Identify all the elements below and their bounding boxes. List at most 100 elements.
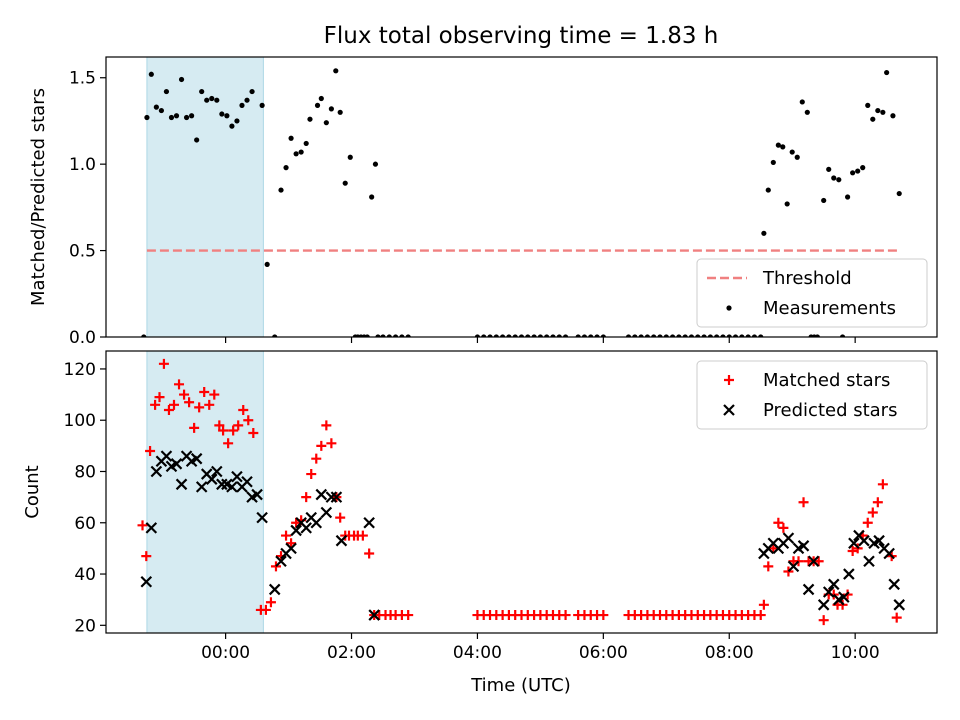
count-panel-ylabel: Count [22, 465, 43, 518]
measurement-point [141, 334, 147, 337]
matched-star-point [321, 420, 332, 431]
count-panel-xtick-label: 08:00 [705, 643, 754, 663]
measurement-point [562, 334, 569, 337]
count-panel-xtick-label: 00:00 [201, 643, 250, 663]
count-panel-xtick-label: 04:00 [453, 643, 502, 663]
matched-star-point [286, 538, 297, 549]
count-panel-ytick-label: 60 [74, 514, 96, 534]
measurement-point [204, 97, 210, 103]
matched-star-point [218, 425, 229, 436]
legend-entry-label: Threshold [762, 268, 852, 289]
measurement-point [651, 334, 657, 337]
count-panel-xtick-label: 06:00 [579, 643, 628, 663]
measurement-point [657, 334, 663, 337]
measurement-point [860, 165, 866, 171]
matched-star-point [768, 543, 779, 554]
measurement-point [784, 201, 790, 207]
predicted-star-point [241, 475, 253, 488]
measurement-point [399, 334, 405, 337]
legend-entry-label: Matched stars [763, 370, 890, 391]
measurement-point [745, 334, 751, 337]
count-panel-ytick-label: 40 [74, 565, 96, 585]
predicted-star-point [268, 583, 281, 596]
measurement-point [318, 95, 324, 102]
measurement-point [512, 334, 518, 337]
measurement-point [298, 149, 304, 155]
measurement-point [347, 154, 353, 160]
measurement-point [272, 334, 278, 337]
x-axis-label: Time (UTC) [470, 675, 571, 696]
measurement-point [575, 334, 581, 337]
predicted-star-point [363, 516, 375, 529]
count-panel-frame [105, 350, 938, 634]
legend-predicted-swatch [723, 404, 735, 416]
predicted-star-point [858, 534, 870, 547]
count-panel-series-1 [140, 450, 906, 621]
measurement-point [765, 187, 771, 193]
matched-star-point [778, 522, 789, 533]
measurement-point [682, 334, 688, 337]
matched-star-point [233, 420, 244, 431]
predicted-star-point [797, 540, 810, 552]
measurement-point [701, 334, 707, 337]
count-panel-xtick-label: 10:00 [831, 643, 880, 663]
predicted-star-point [802, 583, 815, 596]
measurement-point [153, 104, 159, 110]
measurement-point [474, 334, 481, 337]
measurement-point [550, 334, 556, 337]
predicted-star-point [275, 555, 287, 567]
measurement-point [364, 334, 370, 337]
measurement-point [337, 109, 343, 115]
matched-star-point [194, 402, 205, 413]
predicted-star-point [368, 609, 380, 621]
predicted-star-point [315, 488, 328, 501]
measurement-point [676, 334, 682, 337]
measurement-point [875, 107, 881, 114]
matched-star-point [867, 507, 878, 518]
matched-star-point [311, 453, 322, 464]
measurement-point [264, 261, 270, 268]
measurement-point [487, 334, 493, 337]
measurement-point [307, 116, 313, 122]
predicted-star-point [863, 555, 875, 567]
measurement-point [799, 99, 805, 105]
measurement-point [739, 334, 745, 337]
measurement-point [372, 161, 379, 167]
matched-star-point [763, 561, 774, 572]
measurement-point [342, 180, 348, 186]
matched-star-point [228, 425, 239, 436]
measurement-point [209, 95, 215, 102]
predicted-star-point [300, 522, 312, 534]
matched-star-point [403, 610, 414, 621]
matched-star-point [238, 404, 249, 415]
measurement-point [214, 97, 220, 103]
measurement-point [333, 68, 339, 74]
matched-star-point [758, 599, 769, 610]
measurement-point [663, 334, 669, 337]
predicted-star-point [782, 532, 795, 544]
predicted-star-point [290, 524, 302, 537]
matched-star-point [755, 610, 766, 621]
measurement-point [669, 334, 676, 337]
matched-star-point [798, 497, 809, 508]
predicted-star-point [335, 534, 348, 547]
measurement-point [556, 334, 562, 337]
matched-star-point [174, 379, 185, 390]
measurement-point [219, 111, 225, 117]
ratio-panel-legend: Threshold Measurements [696, 258, 928, 328]
measurement-point [632, 334, 638, 337]
count-panel-plot-area [137, 351, 906, 633]
predicted-star-point [226, 481, 238, 493]
legend-matched-swatch [724, 375, 734, 385]
ratio-panel-ytick-label: 1.5 [69, 69, 96, 89]
measurement-point [638, 334, 644, 337]
matched-star-point [199, 387, 210, 398]
predicted-star-point [231, 470, 243, 483]
count-panel: 20 40 60 80 100 120 00:00 02:00 04:00 06:00 08:00 1… [64, 350, 938, 663]
matched-star-point [783, 566, 794, 577]
measurement-point [259, 102, 265, 108]
count-panel-legend-box [696, 360, 928, 430]
legend-measurement-swatch [726, 305, 732, 311]
measurement-point [189, 113, 195, 119]
matched-star-point [260, 604, 271, 615]
